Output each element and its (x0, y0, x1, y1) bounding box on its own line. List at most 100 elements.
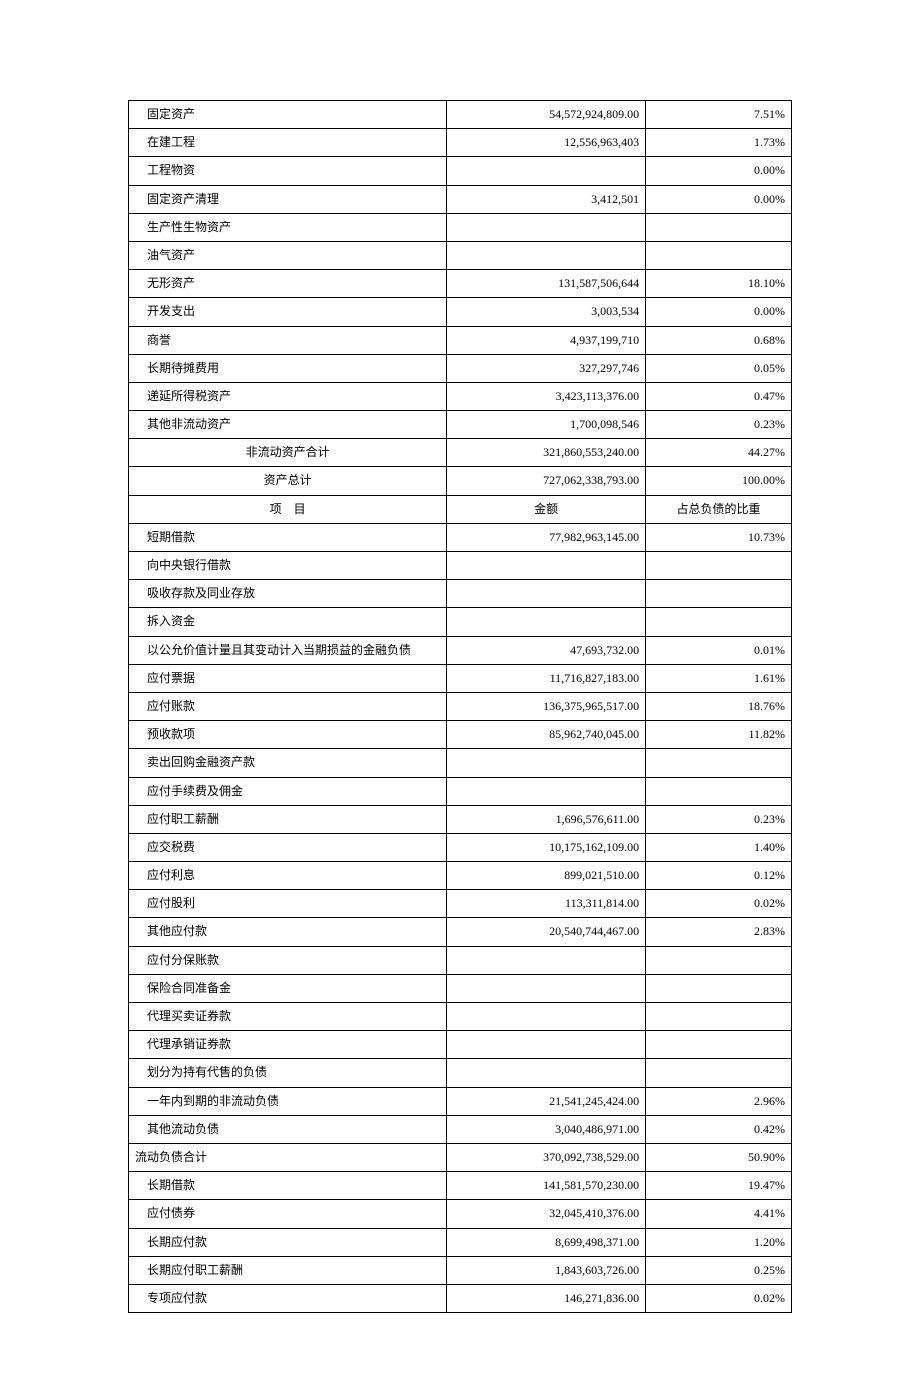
table-row: 划分为持有代售的负债 (129, 1059, 792, 1087)
item-cell: 长期应付职工薪酬 (129, 1256, 447, 1284)
item-cell: 预收款项 (129, 721, 447, 749)
percent-cell (646, 777, 792, 805)
percent-cell: 0.05% (646, 354, 792, 382)
item-cell: 其他应付款 (129, 918, 447, 946)
item-cell: 向中央银行借款 (129, 552, 447, 580)
item-cell: 划分为持有代售的负债 (129, 1059, 447, 1087)
table-row: 固定资产54,572,924,809.007.51% (129, 101, 792, 129)
table-row: 其他流动负债3,040,486,971.000.42% (129, 1115, 792, 1143)
item-cell: 应付票据 (129, 664, 447, 692)
amount-cell: 10,175,162,109.00 (447, 833, 646, 861)
percent-cell (646, 608, 792, 636)
percent-cell: 0.23% (646, 805, 792, 833)
table-row: 油气资产 (129, 241, 792, 269)
amount-cell (447, 1059, 646, 1087)
item-cell: 应付职工薪酬 (129, 805, 447, 833)
percent-cell: 0.68% (646, 326, 792, 354)
table-row: 非流动资产合计321,860,553,240.0044.27% (129, 439, 792, 467)
amount-cell: 11,716,827,183.00 (447, 664, 646, 692)
amount-cell: 21,541,245,424.00 (447, 1087, 646, 1115)
table-row: 保险合同准备金 (129, 974, 792, 1002)
table-row: 卖出回购金融资产款 (129, 749, 792, 777)
amount-cell: 131,587,506,644 (447, 270, 646, 298)
table-body: 固定资产54,572,924,809.007.51%在建工程12,556,963… (129, 101, 792, 1313)
item-cell: 短期借款 (129, 523, 447, 551)
amount-cell: 1,843,603,726.00 (447, 1256, 646, 1284)
percent-cell: 18.10% (646, 270, 792, 298)
amount-cell: 12,556,963,403 (447, 129, 646, 157)
item-cell: 应交税费 (129, 833, 447, 861)
table-row: 吸收存款及同业存放 (129, 580, 792, 608)
item-cell: 开发支出 (129, 298, 447, 326)
amount-cell: 3,423,113,376.00 (447, 382, 646, 410)
percent-cell: 2.96% (646, 1087, 792, 1115)
percent-cell (646, 1059, 792, 1087)
item-cell: 其他流动负债 (129, 1115, 447, 1143)
amount-cell: 136,375,965,517.00 (447, 692, 646, 720)
table-row: 应付账款136,375,965,517.0018.76% (129, 692, 792, 720)
item-cell: 保险合同准备金 (129, 974, 447, 1002)
amount-cell: 1,696,576,611.00 (447, 805, 646, 833)
table-row: 应交税费10,175,162,109.001.40% (129, 833, 792, 861)
table-row: 拆入资金 (129, 608, 792, 636)
item-cell: 商誉 (129, 326, 447, 354)
table-row: 一年内到期的非流动负债21,541,245,424.002.96% (129, 1087, 792, 1115)
percent-cell: 0.12% (646, 862, 792, 890)
item-cell: 应付股利 (129, 890, 447, 918)
item-cell: 长期应付款 (129, 1228, 447, 1256)
amount-cell (447, 580, 646, 608)
percent-cell: 占总负债的比重 (646, 495, 792, 523)
table-row: 代理买卖证券款 (129, 1003, 792, 1031)
amount-cell: 54,572,924,809.00 (447, 101, 646, 129)
item-cell: 应付债券 (129, 1200, 447, 1228)
table-row: 固定资产清理3,412,5010.00% (129, 185, 792, 213)
table-row: 应付票据11,716,827,183.001.61% (129, 664, 792, 692)
amount-cell: 32,045,410,376.00 (447, 1200, 646, 1228)
percent-cell: 1.73% (646, 129, 792, 157)
table-row: 生产性生物资产 (129, 213, 792, 241)
percent-cell: 0.25% (646, 1256, 792, 1284)
item-cell: 应付账款 (129, 692, 447, 720)
table-row: 流动负债合计370,092,738,529.0050.90% (129, 1143, 792, 1171)
amount-cell: 8,699,498,371.00 (447, 1228, 646, 1256)
amount-cell (447, 777, 646, 805)
amount-cell: 3,040,486,971.00 (447, 1115, 646, 1143)
amount-cell (447, 608, 646, 636)
percent-cell: 0.23% (646, 411, 792, 439)
amount-cell: 146,271,836.00 (447, 1284, 646, 1312)
item-cell: 代理买卖证券款 (129, 1003, 447, 1031)
percent-cell: 18.76% (646, 692, 792, 720)
item-cell: 非流动资产合计 (129, 439, 447, 467)
percent-cell (646, 749, 792, 777)
percent-cell: 0.47% (646, 382, 792, 410)
table-row: 短期借款77,982,963,145.0010.73% (129, 523, 792, 551)
amount-cell (447, 241, 646, 269)
percent-cell (646, 241, 792, 269)
table-row: 项 目金额占总负债的比重 (129, 495, 792, 523)
amount-cell: 899,021,510.00 (447, 862, 646, 890)
amount-cell: 77,982,963,145.00 (447, 523, 646, 551)
amount-cell: 727,062,338,793.00 (447, 467, 646, 495)
percent-cell: 0.01% (646, 636, 792, 664)
table-row: 其他应付款20,540,744,467.002.83% (129, 918, 792, 946)
percent-cell: 0.42% (646, 1115, 792, 1143)
percent-cell (646, 974, 792, 1002)
percent-cell: 4.41% (646, 1200, 792, 1228)
percent-cell: 0.00% (646, 298, 792, 326)
item-cell: 长期借款 (129, 1172, 447, 1200)
table-row: 长期应付职工薪酬1,843,603,726.000.25% (129, 1256, 792, 1284)
table-row: 应付债券32,045,410,376.004.41% (129, 1200, 792, 1228)
amount-cell: 327,297,746 (447, 354, 646, 382)
table-row: 长期待摊费用327,297,7460.05% (129, 354, 792, 382)
item-cell: 应付利息 (129, 862, 447, 890)
amount-cell: 4,937,199,710 (447, 326, 646, 354)
percent-cell: 1.20% (646, 1228, 792, 1256)
amount-cell: 3,003,534 (447, 298, 646, 326)
percent-cell: 50.90% (646, 1143, 792, 1171)
percent-cell: 2.83% (646, 918, 792, 946)
table-row: 资产总计727,062,338,793.00100.00% (129, 467, 792, 495)
percent-cell: 0.00% (646, 157, 792, 185)
amount-cell (447, 1003, 646, 1031)
table-row: 专项应付款146,271,836.000.02% (129, 1284, 792, 1312)
table-row: 应付职工薪酬1,696,576,611.000.23% (129, 805, 792, 833)
